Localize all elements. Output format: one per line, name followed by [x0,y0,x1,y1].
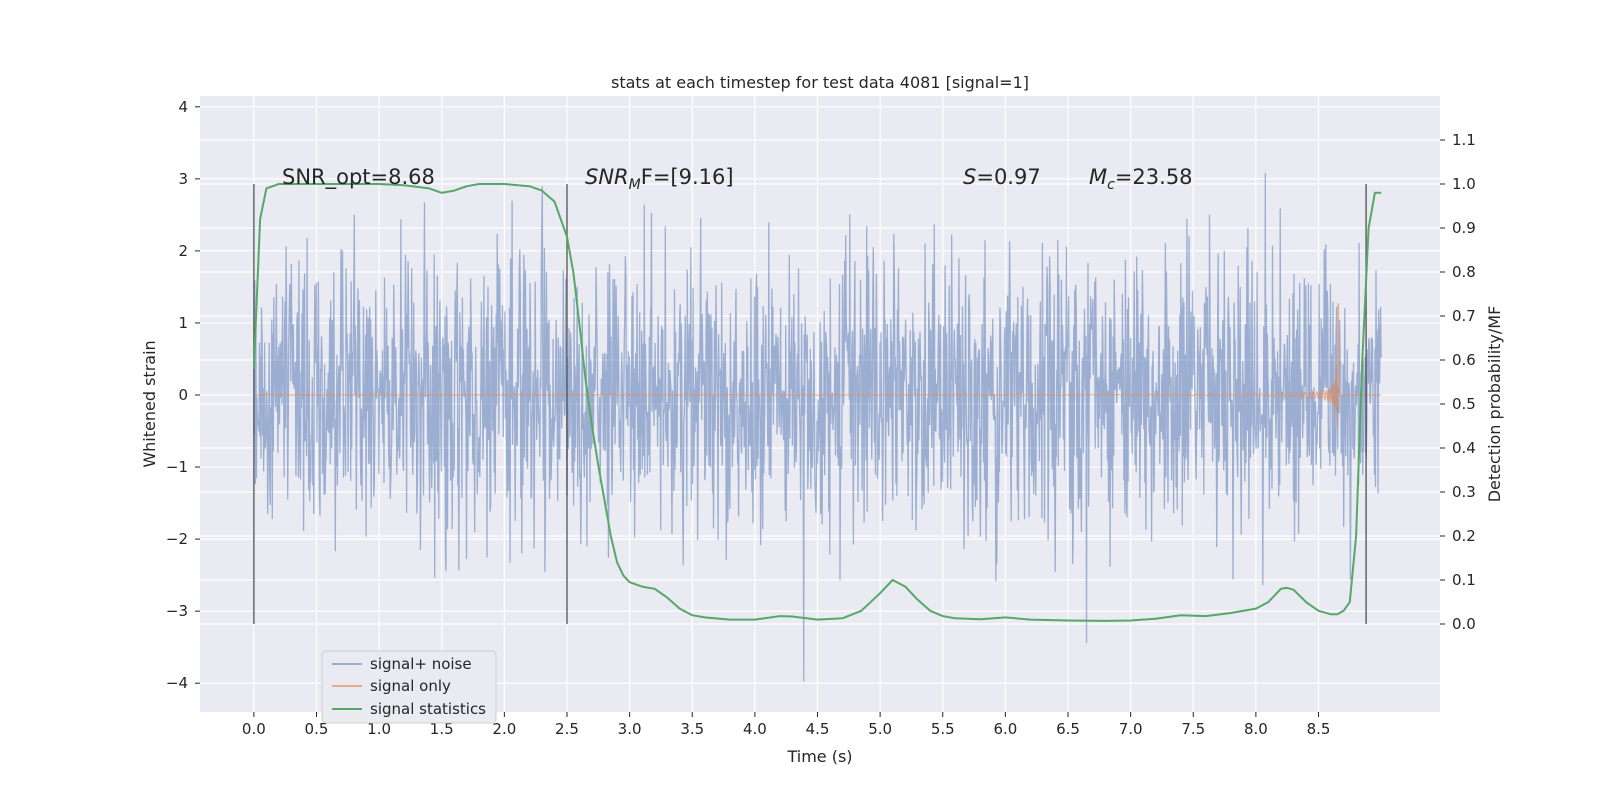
snr-mf-prefix: SNR [585,165,629,189]
y-right-tick-label: 0.8 [1452,263,1476,281]
y-tick-label: −3 [166,602,188,620]
mc-sub: c [1107,177,1115,193]
snr-mf-rest: F=[9.16] [641,165,734,189]
x-tick-label: 7.5 [1181,720,1205,738]
x-tick-label: 6.0 [993,720,1017,738]
y-right-tick-label: 1.1 [1452,131,1476,149]
x-tick-label: 6.5 [1056,720,1080,738]
y-right-tick-label: 1.0 [1452,175,1476,193]
s-value: =0.97 [976,165,1040,189]
x-tick-label: 0.5 [305,720,329,738]
y-right-tick-label: 0.5 [1452,395,1476,413]
legend-label-noise: signal+ noise [370,655,472,673]
y-right-tick-label: 0.4 [1452,439,1476,457]
x-tick-label: 2.5 [555,720,579,738]
s-var: S [963,165,976,189]
y-tick-label: 4 [178,98,188,116]
legend: signal+ noise signal only signal statist… [321,650,497,724]
y-right-axis-label: Detection probability/MF [1485,306,1504,503]
chart-title: stats at each timestep for test data 408… [611,73,1029,92]
y-tick-label: 3 [178,170,188,188]
y-axis-ticks: 4 3 2 1 0 −1 −2 −3 −4 [166,98,200,692]
legend-label-signal: signal only [370,677,451,695]
stats-trace [252,183,1382,622]
legend-box [321,650,497,724]
series-signal-statistics [252,183,1382,622]
y-axis-label: Whitened strain [140,340,159,467]
y-right-tick-label: 0.3 [1452,483,1476,501]
y-tick-label: −1 [166,458,188,476]
y-tick-label: −4 [166,674,188,692]
x-tick-label: 2.0 [492,720,516,738]
x-tick-label: 3.5 [680,720,704,738]
y-right-tick-label: 0.0 [1452,615,1476,633]
x-tick-label: 4.5 [806,720,830,738]
y-right-tick-label: 0.9 [1452,219,1476,237]
x-tick-label: 0.0 [242,720,266,738]
x-tick-label: 8.5 [1307,720,1331,738]
y-right-tick-label: 0.1 [1452,571,1476,589]
series-signal-only [253,303,1382,428]
y-tick-label: 0 [178,386,188,404]
annotation-s: S=0.97 [963,165,1041,189]
x-tick-label: 4.0 [743,720,767,738]
series-signal-noise [253,172,1382,682]
x-tick-label: 1.5 [430,720,454,738]
x-tick-label: 7.0 [1119,720,1143,738]
mc-var: M [1089,165,1107,189]
signal-trace [253,303,1382,428]
vertical-markers [253,184,1367,624]
annotation-snr-mf: SNRMF=[9.16] [585,165,734,193]
y-tick-label: −2 [166,530,188,548]
x-tick-label: 8.0 [1244,720,1268,738]
x-tick-label: 5.0 [868,720,892,738]
y-tick-label: 1 [178,314,188,332]
legend-label-stats: signal statistics [370,700,486,718]
y-right-tick-label: 0.6 [1452,351,1476,369]
y-right-tick-label: 0.2 [1452,527,1476,545]
x-tick-label: 5.5 [931,720,955,738]
x-axis-label: Time (s) [786,747,852,766]
y-right-tick-label: 0.7 [1452,307,1476,325]
snr-mf-sub: M [629,177,641,193]
x-tick-label: 3.0 [618,720,642,738]
y-right-axis-ticks: 1.1 1.0 0.9 0.8 0.7 0.6 0.5 0.4 0.3 0.2 0.1 0.0 [1440,131,1476,633]
mc-value: =23.58 [1115,165,1193,189]
noise-trace [253,172,1382,682]
y-tick-label: 2 [178,242,188,260]
annotation-mc: Mc=23.58 [1089,165,1193,193]
x-tick-label: 1.0 [367,720,391,738]
x-axis-ticks: 0.0 0.5 1.0 1.5 2.0 2.5 3.0 3.5 4.0 4.5 5.0 5.5 6.0 6… [242,712,1331,738]
annotation-snr-opt: SNR_opt=8.68 [282,165,435,190]
